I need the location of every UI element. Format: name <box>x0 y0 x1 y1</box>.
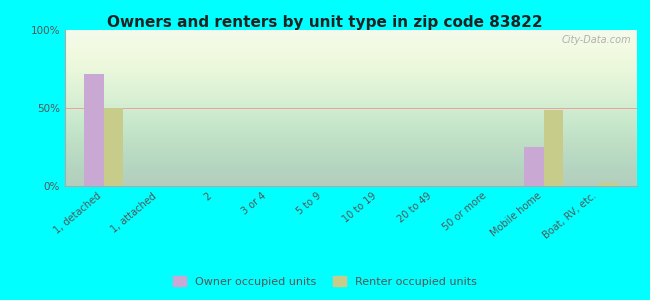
Bar <box>599 183 617 186</box>
Bar <box>84 74 103 186</box>
Text: City-Data.com: City-Data.com <box>562 35 631 45</box>
Bar <box>103 108 123 186</box>
Bar <box>543 110 563 186</box>
Text: Owners and renters by unit type in zip code 83822: Owners and renters by unit type in zip c… <box>107 15 543 30</box>
Legend: Owner occupied units, Renter occupied units: Owner occupied units, Renter occupied un… <box>168 272 482 291</box>
Bar <box>525 147 543 186</box>
